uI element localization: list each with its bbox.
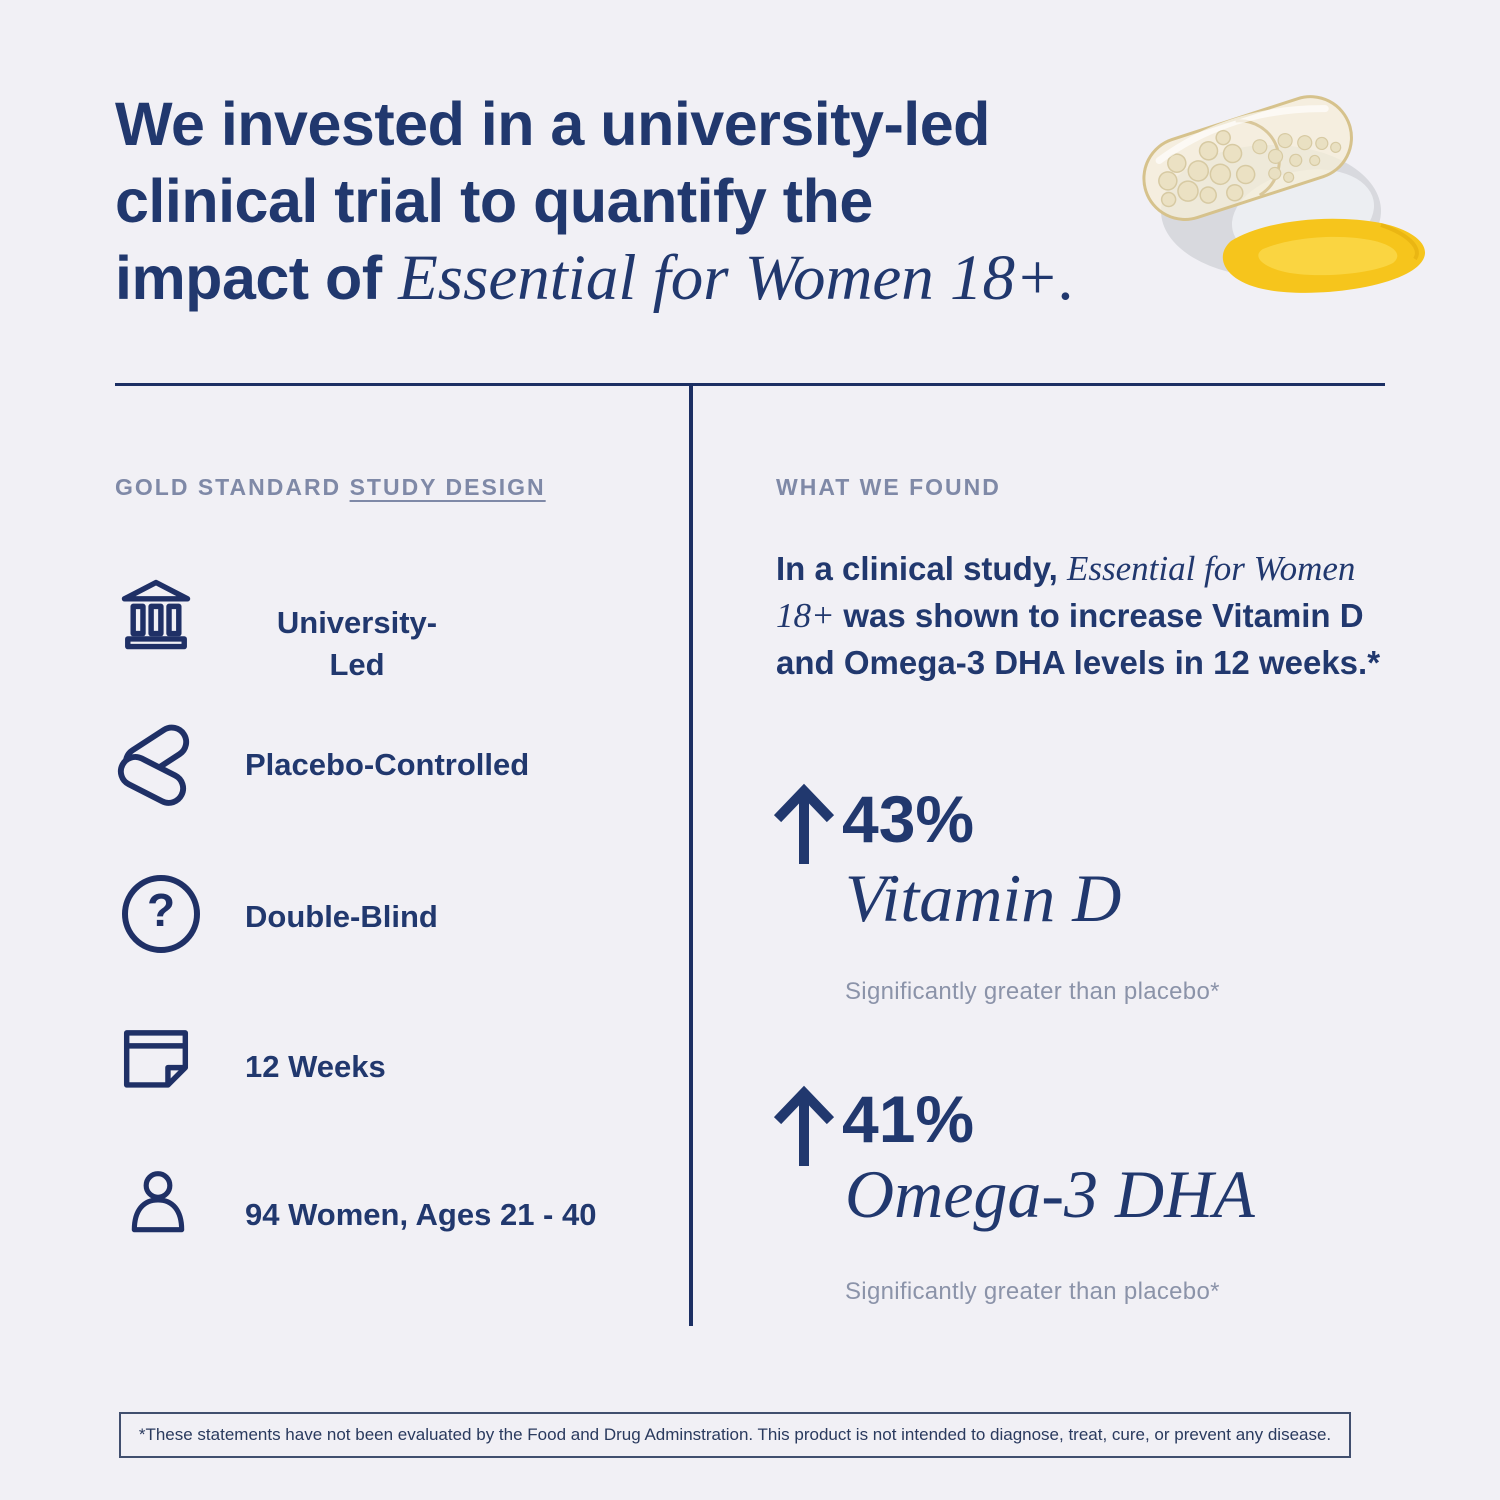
headline-line2: clinical trial to quantify the (115, 167, 873, 235)
pills-icon (117, 724, 190, 806)
svg-text:?: ? (147, 884, 175, 936)
stat-percent: 43% (842, 782, 975, 856)
up-arrow-icon (773, 1085, 835, 1166)
findings-heading: WHAT WE FOUND (776, 474, 1001, 500)
disclaimer-box: *These statements have not been evaluate… (119, 1412, 1351, 1458)
university-icon (121, 579, 191, 650)
calendar-icon (123, 1030, 189, 1088)
study-design-item-label: Double-Blind (245, 899, 438, 934)
study-design-item-label: Placebo-Controlled (245, 747, 530, 782)
study-design-item-label: University- Led (276, 605, 438, 682)
stat-note: Significantly greater than placebo* (845, 978, 1220, 1005)
capsule-photo (1142, 95, 1426, 293)
question-icon: ? (122, 875, 200, 953)
stat-percent: 41% (842, 1082, 975, 1156)
stat-nutrient: Vitamin D (845, 860, 1122, 936)
stat-nutrient: Omega-3 DHA (845, 1156, 1255, 1232)
page-title: We invested in a university-led clinical… (115, 86, 1075, 317)
horizontal-divider (115, 383, 1385, 386)
product-name-italic: Essential for Women 18+. (398, 242, 1076, 314)
stat-note: Significantly greater than placebo* (845, 1278, 1220, 1305)
disclaimer-text: *These statements have not been evaluate… (138, 1425, 1332, 1444)
study-design-heading: GOLD STANDARD STUDY DESIGN (115, 474, 546, 500)
study-design-item-label: 12 Weeks (245, 1049, 386, 1084)
headline-line1: We invested in a university-led (115, 90, 990, 158)
up-arrow-icon (773, 783, 835, 864)
vertical-divider (689, 383, 693, 1326)
study-design-underlined: STUDY DESIGN (349, 474, 546, 500)
headline-line3: impact of Essential for Women 18+. (115, 242, 1076, 314)
study-design-item-label: 94 Women, Ages 21 - 40 (245, 1197, 597, 1232)
person-icon (131, 1171, 185, 1233)
findings-intro: In a clinical study, Essential for Women… (776, 549, 1381, 681)
